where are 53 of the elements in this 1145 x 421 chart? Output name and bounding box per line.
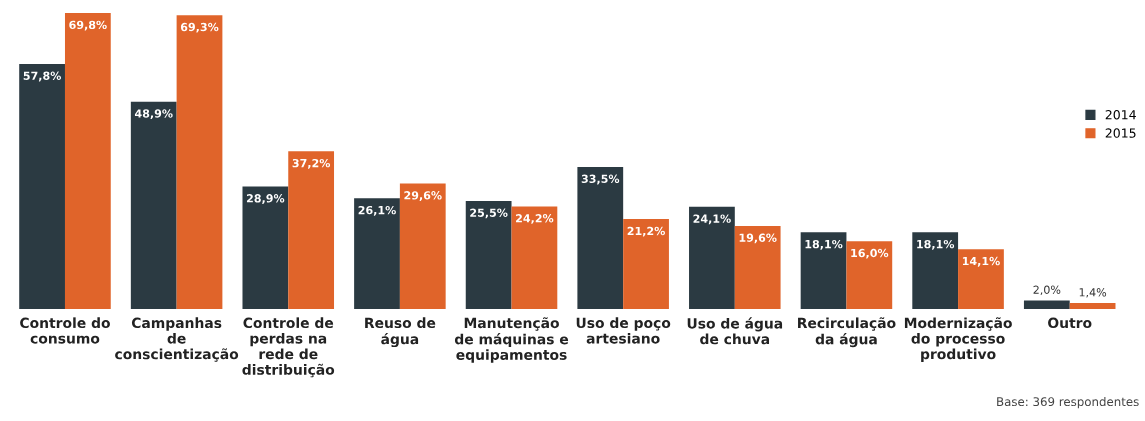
bar (958, 249, 1004, 310)
bar (176, 15, 223, 310)
bar (689, 206, 735, 310)
bar (1069, 303, 1116, 310)
data-label: 24,1% (693, 214, 731, 225)
data-label: 1,4% (1079, 288, 1107, 298)
data-label: 57,8% (23, 71, 62, 82)
bar (130, 101, 177, 310)
bar (354, 198, 400, 310)
text: Base: 369 respondentes (997, 396, 1139, 409)
bar (734, 225, 781, 310)
data-label: 14,1% (962, 256, 1000, 267)
bar (577, 166, 624, 310)
data-label: 25,5% (470, 208, 508, 219)
x-tick-label: Controle do consumo (20, 317, 110, 344)
data-label: 24,2% (516, 214, 554, 224)
data-label: 69,8% (69, 20, 107, 31)
data-label: 29,6% (404, 191, 442, 201)
bar (399, 183, 446, 310)
data-label: 21,2% (627, 226, 665, 237)
bar (64, 13, 111, 310)
data-label: 28,9% (246, 194, 285, 204)
bar (912, 232, 959, 310)
bar (623, 219, 669, 310)
x-tick-label: Reuso de água (365, 317, 436, 348)
legend-label: 2015 (1105, 128, 1136, 138)
bar (511, 206, 558, 310)
bar (288, 151, 335, 310)
data-label: 18,1% (917, 239, 955, 250)
data-label: 69,3% (180, 22, 219, 33)
x-tick-label: Modernização do processo produtivo (904, 317, 1012, 362)
bar (465, 200, 512, 310)
bar (242, 186, 289, 310)
x-tick-label: Controle de perdas na rede de distribuição (242, 317, 335, 378)
x-tick-label: Campanhas de conscientização (115, 317, 239, 362)
data-label: 48,9% (134, 109, 173, 120)
bar (1023, 300, 1070, 310)
x-tick-label: Manutenção de máquinas e equipamentos (454, 317, 569, 363)
data-label: 26,1% (358, 205, 396, 216)
x-tick-label: Outro (1048, 317, 1092, 329)
data-label: 16,0% (851, 248, 889, 259)
data-label: 37,2% (292, 158, 331, 169)
bar (846, 241, 893, 310)
x-tick-label: Recirculação da água (798, 317, 896, 348)
data-label: 33,5% (581, 174, 620, 185)
legend-label: 2014 (1105, 109, 1136, 120)
bar (19, 63, 65, 310)
data-label: 2,0% (1033, 285, 1061, 296)
bar (800, 232, 847, 310)
x-tick-label: Uso de água de chuva (687, 317, 783, 345)
data-label: 19,6% (739, 233, 777, 244)
data-label: 18,1% (805, 239, 843, 250)
x-tick-label: Uso de poço artesiano (576, 317, 671, 344)
